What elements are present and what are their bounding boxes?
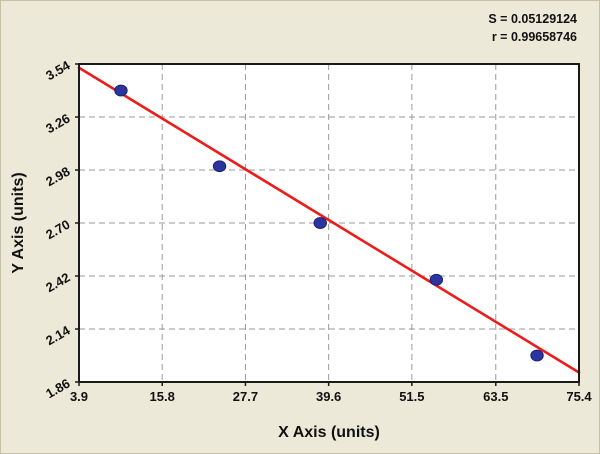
data-point: [313, 217, 327, 229]
x-tick-label: 3.9: [70, 389, 88, 404]
data-point: [429, 273, 444, 286]
regression-line: [77, 66, 581, 374]
x-tick-label: 51.5: [399, 389, 424, 404]
y-tick-label: 2.14: [43, 322, 73, 348]
y-tick-label: 2.98: [43, 164, 72, 190]
y-tick-label: 1.86: [43, 376, 72, 402]
x-tick-label: 75.4: [566, 389, 592, 404]
stat-r-value: r = 0.99658746: [491, 30, 577, 44]
stat-s-value: S = 0.05129124: [488, 12, 577, 26]
x-tick-label: 39.6: [316, 389, 341, 404]
y-tick-label: 3.54: [43, 57, 73, 83]
y-tick-label: 2.70: [43, 217, 72, 243]
y-tick-label: 2.42: [43, 270, 72, 296]
y-tick-label: 3.26: [43, 111, 72, 137]
data-point: [212, 160, 227, 173]
x-tick-label: 15.8: [150, 389, 175, 404]
data-point: [530, 349, 544, 362]
x-tick-label: 63.5: [483, 389, 508, 404]
x-tick-label: 27.7: [233, 389, 258, 404]
fit-statistics: S = 0.05129124 r = 0.99658746: [488, 10, 577, 46]
x-axis-title: X Axis (units): [278, 424, 380, 441]
data-point: [114, 84, 128, 97]
